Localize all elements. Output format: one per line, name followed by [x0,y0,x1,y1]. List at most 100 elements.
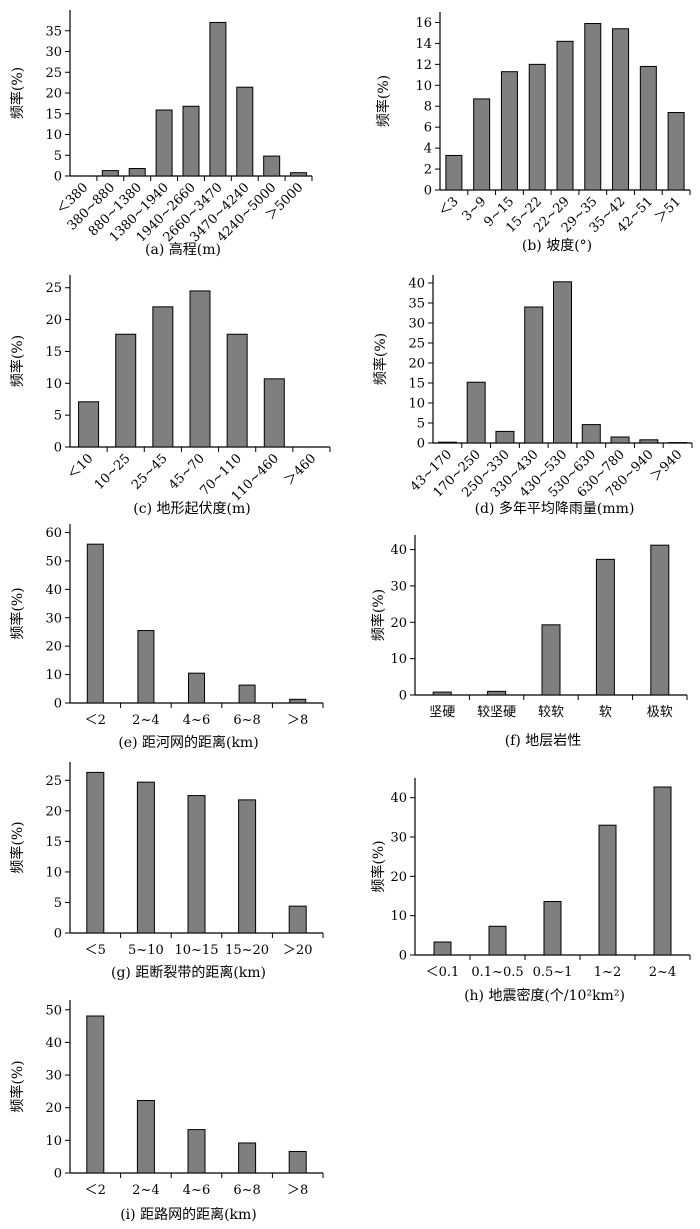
chart-e: 0 10 20 30 40 50 60 频率(%) ＜2 2~4 4~6 6~8 ＞8 (e) 距河网的距… [9,524,324,751]
y-tick-label: 15 [45,835,62,850]
bar-a-2 [128,168,146,177]
y-axis-label: 频率(%) [9,1060,26,1112]
y-tick-label: 5 [54,896,62,911]
y-tick-label: 20 [45,804,62,819]
y-tick-label: 0 [54,697,62,712]
bar-a-6 [236,86,254,177]
y-tick-label: 0 [54,927,62,942]
bar-e-0 [86,543,104,704]
y-axis-label: 频率(%) [9,821,26,873]
x-tick-label: 1~2 [594,965,621,980]
x-tick-label: 10~25 [92,451,134,493]
bar-a-3 [155,109,173,177]
bar-e-3 [238,684,256,704]
y-tick-label: 14 [415,37,432,52]
x-tick-label: ＜2 [85,1183,106,1198]
bar-b-4 [556,40,574,191]
y-tick-label: 12 [415,58,432,73]
x-tick-label: 4~6 [183,1183,210,1198]
bar-f-4 [650,544,670,696]
y-tick-label: 15 [45,107,62,122]
y-tick-label: 8 [424,100,432,115]
bar-i-4 [288,1150,307,1174]
y-tick-label: 10 [45,128,62,143]
chart-h: 0 10 20 30 40 频率(%) ＜0.1 0.1~0.5 0.5~1 1~2 2~4 (h) … [370,778,691,1004]
bar-h-4 [653,786,672,956]
bar-d-4 [553,281,572,444]
x-tick-label: ＜2 [85,713,106,728]
bar-b-0 [445,154,463,191]
y-axis-label: 频率(%) [372,333,389,385]
y-tick-label: 40 [408,277,425,292]
bar-a-5 [209,21,227,177]
y-axis-label: 频率(%) [370,840,387,892]
y-tick-label: 40 [390,791,407,806]
bar-g-0 [86,771,105,934]
chart-a: 05101520253035频率(%)＜380380~880880~138013… [9,10,313,258]
y-tick-label: 20 [45,87,62,102]
bar-f-0 [432,691,452,696]
chart-g: 0 5 10 15 20 25 频率(%) ＜5 5~10 10~15 15~20 ＞20 (g) 距断… [9,762,324,981]
y-tick-label: 50 [45,554,62,569]
bar-b-1 [473,98,491,191]
x-tick-label: 较软 [538,705,564,720]
y-axis-label: 频率(%) [9,587,26,639]
bar-e-1 [137,630,155,704]
y-tick-label: 0 [54,1167,62,1182]
chart-f: 0 10 20 30 40 频率(%) 坚硬 较坚硬 较软 软 极软 (f) 地层岩性 [370,535,688,749]
y-tick-label: 25 [408,337,425,352]
bar-e-2 [188,672,205,704]
y-tick-label: 0 [417,437,425,452]
x-tick-label: 0.5~1 [533,965,573,980]
y-tick-label: 10 [45,668,62,683]
bar-h-0 [433,941,452,956]
y-tick-label: 30 [45,611,62,626]
x-tick-label: 2~4 [132,713,159,728]
bar-b-7 [639,65,657,191]
bar-i-2 [187,1129,206,1174]
x-tick-label: ＞51 [652,194,683,225]
y-tick-label: 0 [424,184,432,199]
y-tick-label: 10 [45,1134,62,1149]
bar-d-6 [610,436,630,444]
y-tick-label: 20 [45,1101,62,1116]
x-tick-label: 软 [599,705,612,720]
y-tick-label: 10 [45,865,62,880]
x-tick-label: 坚硬 [429,705,455,720]
x-tick-label: 25~45 [129,451,171,493]
y-tick-label: 25 [45,774,62,789]
y-tick-label: 15 [45,345,62,360]
x-tick-label: 2~4 [649,965,676,980]
chart-caption: (c) 地形起伏度(m) [133,501,250,517]
x-tick-label: 极软 [647,705,673,720]
x-tick-label: 4~6 [183,713,210,728]
y-tick-label: 2 [424,163,432,178]
chart-caption: (b) 坡度(°) [522,238,592,254]
x-tick-label: ＜5 [85,943,106,958]
y-tick-label: 0 [54,441,62,456]
bar-e-4 [289,698,307,704]
bar-b-6 [612,28,630,191]
y-tick-label: 20 [45,640,62,655]
bar-f-3 [595,558,615,696]
y-tick-label: 10 [408,397,425,412]
chart-caption: (d) 多年平均降雨量(mm) [475,500,635,517]
bar-c-0 [78,401,100,448]
bar-b-3 [528,63,546,191]
y-tick-label: 30 [390,579,407,594]
bar-i-3 [238,1142,257,1174]
bar-d-0 [437,441,457,444]
y-tick-label: 5 [417,417,425,432]
bar-a-4 [182,105,200,177]
bar-c-3 [189,290,211,448]
y-tick-label: 6 [424,121,432,136]
y-tick-label: 60 [45,526,62,541]
bar-c-2 [152,306,174,448]
bar-d-7 [639,439,659,444]
chart-caption: (i) 距路网的距离(km) [120,1206,257,1223]
y-axis-label: 频率(%) [370,589,387,641]
x-tick-label: ＜10 [65,451,96,482]
y-tick-label: 30 [45,45,62,60]
y-tick-label: 5 [54,149,62,164]
